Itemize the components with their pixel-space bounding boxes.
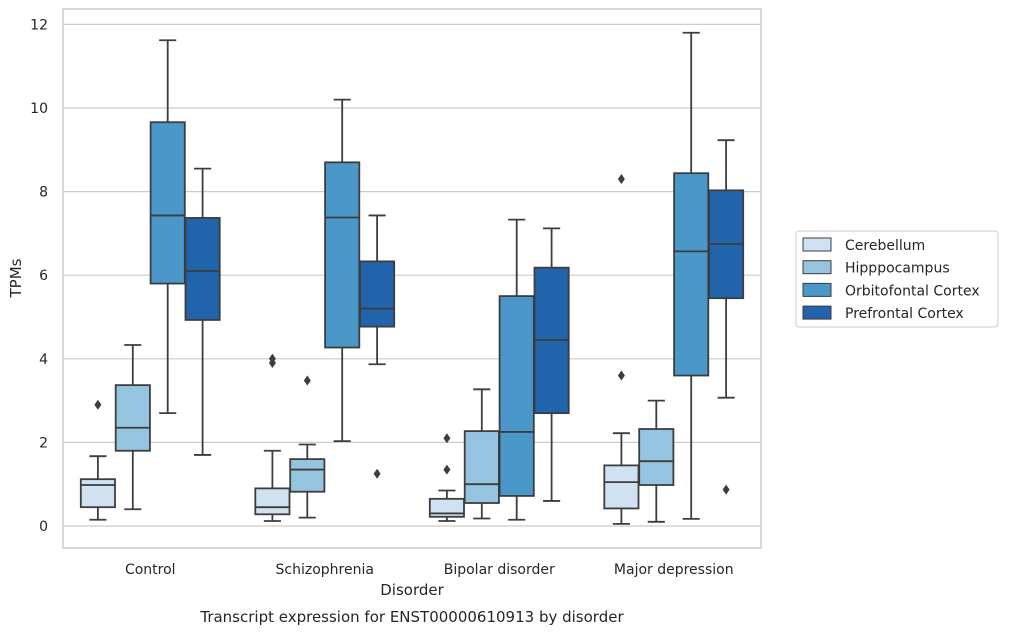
legend-label: Orbitofontal Cortex xyxy=(845,283,980,299)
outlier-point xyxy=(373,468,381,479)
legend-label: Cerebellum xyxy=(845,238,925,254)
box-body xyxy=(184,217,221,321)
legend: Cerebellum Hipppocampus Orbitofontal Corte… xyxy=(795,230,999,328)
box-body xyxy=(428,497,465,518)
x-tick-label: Bipolar disorder xyxy=(444,562,555,578)
box-1-0 xyxy=(114,344,151,511)
x-tick-label: Schizophrenia xyxy=(276,562,374,578)
box-body xyxy=(324,161,361,349)
y-tick-label: 4 xyxy=(39,352,48,368)
x-tick-label: Major depression xyxy=(614,562,734,578)
outlier-point xyxy=(94,399,102,410)
legend-frame xyxy=(795,230,999,328)
box-3-0 xyxy=(184,167,221,456)
plot-frame xyxy=(62,8,762,549)
outlier-point xyxy=(617,370,625,381)
outlier-point xyxy=(722,484,730,495)
box-body xyxy=(254,487,291,516)
box-0-3 xyxy=(603,174,640,525)
box-body xyxy=(79,478,116,509)
x-axis-label: Disorder xyxy=(380,581,444,599)
box-2-0 xyxy=(149,39,186,415)
y-tick-labels: 0 2 4 6 8 10 12 xyxy=(30,17,48,535)
y-tick-label: 10 xyxy=(30,101,48,117)
box-3-3 xyxy=(708,139,745,495)
y-tick-label: 2 xyxy=(39,435,48,451)
box-1-3 xyxy=(638,399,675,523)
box-body xyxy=(114,384,151,452)
box-body xyxy=(638,428,675,486)
y-axis-label: TPMs xyxy=(7,258,25,298)
box-3-2 xyxy=(533,227,570,502)
outlier-point xyxy=(268,353,276,364)
legend-label: Hipppocampus xyxy=(845,261,950,277)
box-0-2 xyxy=(428,433,465,522)
outlier-point xyxy=(617,174,625,185)
box-body xyxy=(149,121,186,285)
box-2-2 xyxy=(498,218,535,521)
box-0-0 xyxy=(79,399,116,521)
box-2-3 xyxy=(673,31,710,520)
box-1-1 xyxy=(289,375,326,519)
outlier-point xyxy=(443,433,451,444)
outlier-point xyxy=(443,464,451,475)
box-body xyxy=(359,260,396,328)
plot-area xyxy=(62,8,762,549)
legend-swatch xyxy=(802,237,832,252)
y-tick-label: 12 xyxy=(30,17,48,33)
y-tick-label: 6 xyxy=(39,268,48,284)
legend-swatch xyxy=(802,305,832,320)
box-body xyxy=(498,295,535,497)
legend-label: Prefrontal Cortex xyxy=(845,306,964,322)
box-0-1 xyxy=(254,353,291,522)
y-tick-label: 0 xyxy=(39,519,48,535)
box-2-1 xyxy=(324,98,361,443)
x-tick-label: Control xyxy=(125,562,176,578)
legend-swatch xyxy=(802,282,832,297)
box-series xyxy=(79,31,745,525)
box-body xyxy=(603,464,640,510)
y-tick-label: 8 xyxy=(39,185,48,201)
box-body xyxy=(673,172,710,377)
box-3-1 xyxy=(359,214,396,479)
box-body xyxy=(289,458,326,493)
chart-caption: Transcript expression for ENST0000061091… xyxy=(199,608,624,626)
legend-swatch xyxy=(802,260,832,275)
box-1-2 xyxy=(463,388,500,520)
x-tick-labels: Control Schizophrenia Bipolar disorder Majo… xyxy=(125,562,734,578)
outlier-point xyxy=(303,375,311,386)
box-body xyxy=(463,430,500,504)
